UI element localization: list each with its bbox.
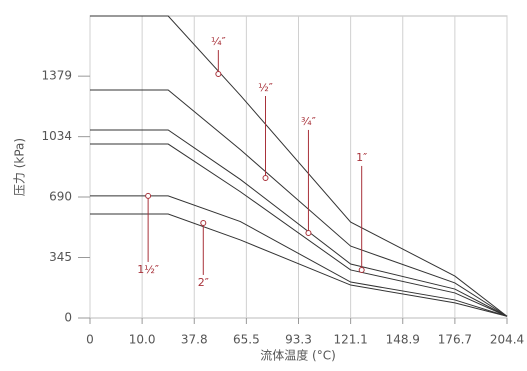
annotation-label: ½″: [258, 81, 273, 94]
annotation-label: ¾″: [301, 115, 316, 128]
annotation-label: 2″: [198, 276, 209, 289]
y-tick-label: 345: [49, 250, 72, 264]
x-tick-label: 0: [86, 333, 94, 347]
series-line: [90, 89, 508, 317]
annotation-marker: [200, 219, 207, 226]
y-axis-label: 压力 (kPa): [13, 138, 27, 196]
y-tick-label: 0: [64, 311, 72, 325]
y-tick-label: 1379: [41, 69, 72, 83]
x-tick-label: 176.7: [438, 333, 472, 347]
x-tick-label: 65.5: [233, 333, 260, 347]
x-axis-label: 流体温度 (°C): [260, 348, 336, 363]
series-line: [90, 129, 508, 317]
series-line: [90, 195, 508, 317]
series-line: [90, 15, 508, 317]
y-tick-label: 1034: [41, 129, 72, 143]
annotation-marker: [262, 175, 269, 182]
series-line: [90, 213, 508, 317]
x-tick-label: 121.1: [333, 333, 367, 347]
annotation-marker: [145, 192, 152, 199]
series-line: [90, 143, 508, 317]
annotation-marker: [215, 71, 222, 78]
annotation-marker: [305, 229, 312, 236]
x-tick-label: 93.3: [285, 333, 312, 347]
x-tick-label: 10.0: [129, 333, 156, 347]
x-tick-label: 148.9: [386, 333, 420, 347]
y-tick-label: 690: [49, 189, 72, 203]
annotation-label: 1″: [356, 151, 367, 164]
x-tick-label: 37.8: [181, 333, 208, 347]
annotation-label: 1½″: [137, 263, 159, 276]
annotation-marker: [358, 266, 365, 273]
annotation-label: ¼″: [211, 35, 226, 48]
x-tick-label: 204.4: [490, 333, 524, 347]
